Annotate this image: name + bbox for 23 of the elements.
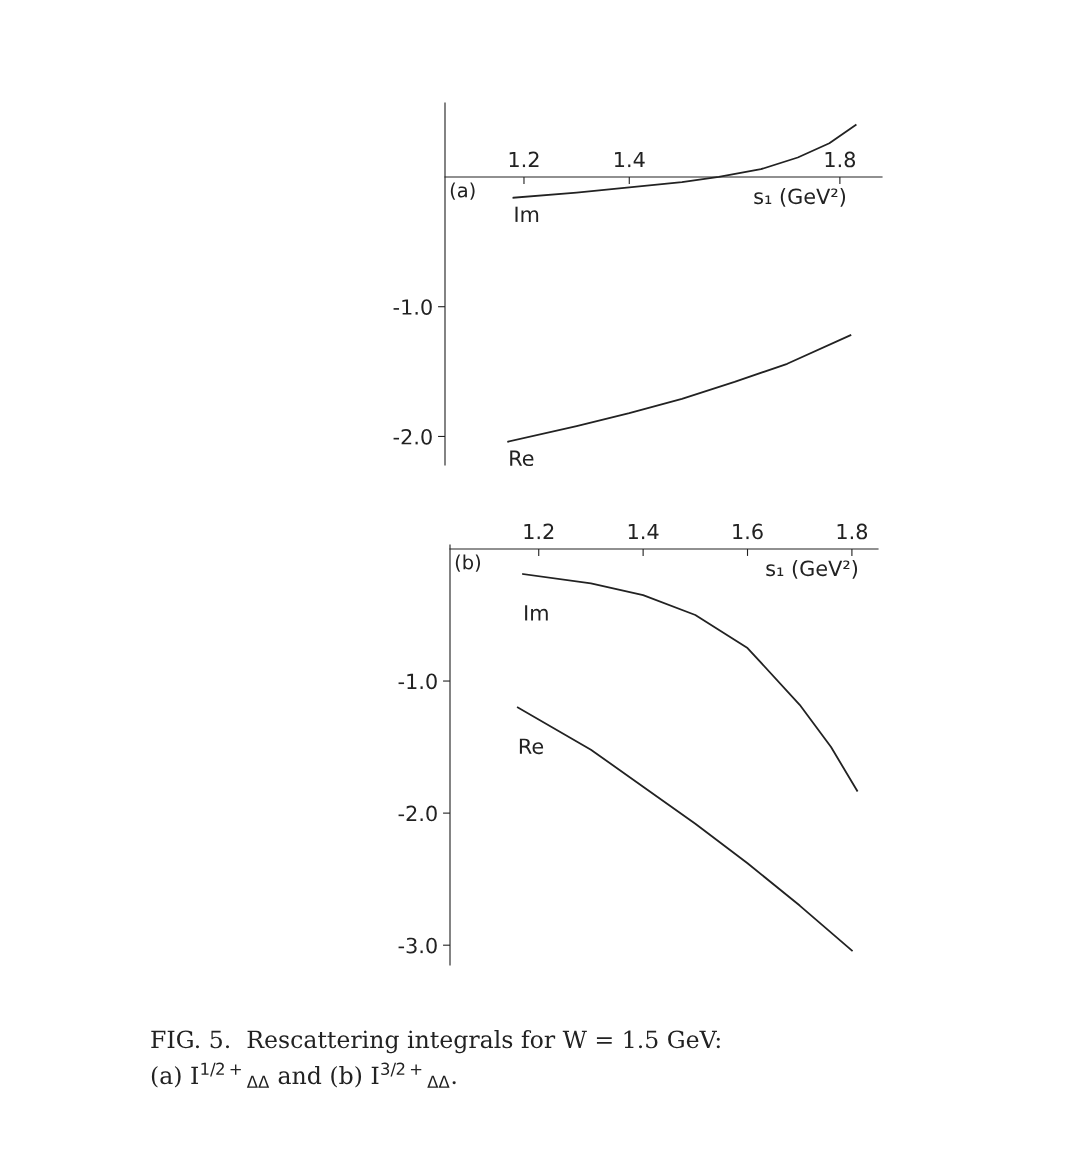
- series-label: Re: [519, 738, 544, 755]
- y-tick-label: -1.0: [398, 673, 437, 690]
- x-tick-label: 1.2: [509, 151, 539, 168]
- series-label: Re: [510, 450, 534, 467]
- chart-title: (b): [455, 554, 481, 572]
- line-series: [516, 706, 853, 952]
- text: (a): [450, 182, 475, 200]
- y-tick-label: -1.0: [393, 299, 432, 315]
- x-tick-label: 1.4: [628, 523, 659, 540]
- x-tick-label: 1.8: [825, 151, 856, 168]
- series-label: Im: [525, 605, 548, 621]
- x-tick-label: 1.4: [615, 151, 645, 168]
- line-series: [507, 334, 852, 443]
- x-tick-label: 1.6: [733, 523, 763, 540]
- x-tick-label: 1.8: [837, 523, 868, 540]
- y-tick-label: -2.0: [398, 805, 437, 822]
- y-tick-label: -2.0: [393, 428, 432, 445]
- series-label: Im: [515, 206, 539, 222]
- caption: FIG. 5. Rescattering integrals for W = 1.5 GeV: (a) I$^{1/2+}$$_{ΔΔ}$ and (b) I$^{3/2+}$$_{ΔΔ}$.: [151, 1030, 720, 1088]
- x-axis-title: s₁ (GeV²): [754, 188, 846, 207]
- y-tick-label: -3.0: [398, 937, 437, 954]
- x-axis-title: s₁ (GeV²): [766, 560, 858, 579]
- x-tick-label: 1.2: [524, 523, 554, 540]
